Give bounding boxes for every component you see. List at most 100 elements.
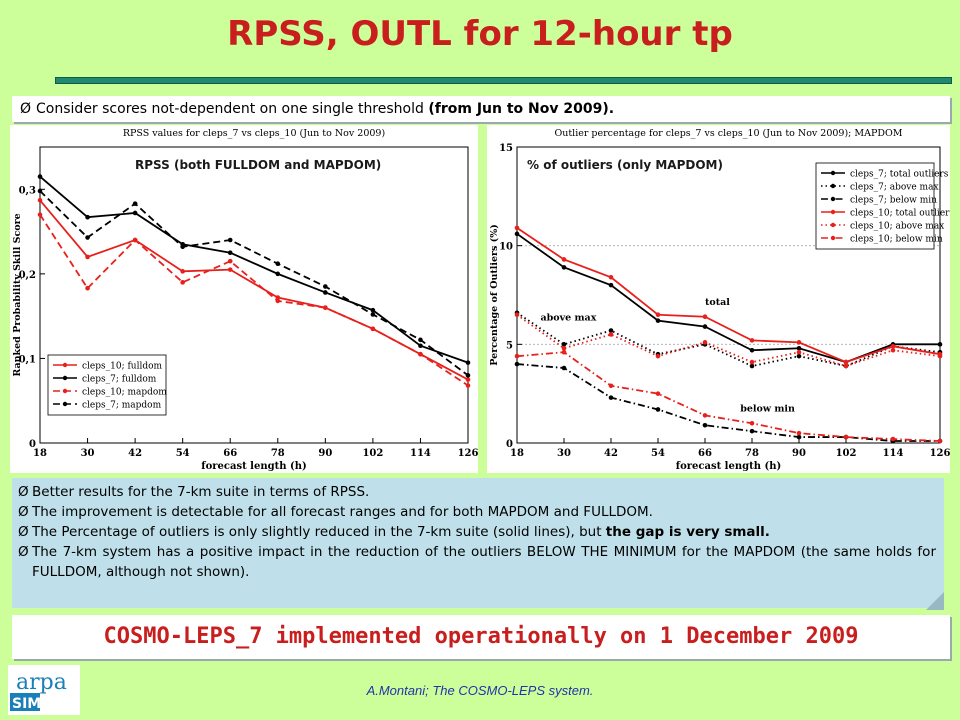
x-tick-label: 30 bbox=[557, 448, 571, 459]
footer-credit: A.Montani; The COSMO-LEPS system. bbox=[366, 683, 594, 698]
legend-marker bbox=[62, 388, 68, 394]
legend-label: cleps_7; below min bbox=[850, 196, 937, 206]
logo-text-top: arpa bbox=[16, 670, 67, 695]
data-point bbox=[749, 347, 755, 353]
annotation-label: below min bbox=[740, 403, 795, 414]
x-axis-label: forecast length (h) bbox=[676, 461, 781, 472]
data-point bbox=[702, 314, 708, 320]
legend-marker bbox=[62, 362, 68, 368]
y-axis-label: Percentage of Outliers (%) bbox=[489, 224, 500, 365]
data-point bbox=[180, 280, 185, 285]
data-point bbox=[608, 332, 614, 337]
outlier-chart-panel: Outlier percentage for cleps_7 vs cleps_… bbox=[487, 125, 950, 473]
x-tick-label: 54 bbox=[176, 448, 190, 459]
x-tick-label: 18 bbox=[33, 448, 47, 459]
data-point bbox=[843, 363, 849, 369]
data-point bbox=[323, 290, 328, 295]
bullet-arrow-icon: Ø bbox=[18, 504, 29, 520]
x-tick-label: 102 bbox=[362, 448, 383, 459]
data-point bbox=[702, 340, 708, 345]
plot-frame bbox=[39, 146, 469, 444]
y-axis-label: Ranked Probability Skill Score bbox=[12, 213, 23, 376]
series-line bbox=[39, 199, 469, 381]
legend-box bbox=[815, 162, 935, 250]
chart-title: RPSS values for cleps_7 vs cleps_10 (Jun… bbox=[123, 128, 385, 139]
data-point bbox=[655, 318, 661, 323]
data-point bbox=[890, 436, 896, 442]
x-tick-label: 54 bbox=[651, 448, 665, 459]
data-point bbox=[561, 365, 567, 371]
x-tick-label: 66 bbox=[698, 448, 712, 459]
legend-label: cleps_7; fulldom bbox=[82, 375, 157, 385]
plot-frame bbox=[516, 146, 941, 444]
data-point bbox=[702, 413, 708, 418]
x-tick-label: 90 bbox=[318, 448, 332, 459]
data-point bbox=[132, 237, 138, 243]
title-underline bbox=[55, 77, 952, 84]
legend-marker bbox=[62, 401, 68, 407]
data-point bbox=[180, 244, 185, 250]
data-point bbox=[796, 353, 802, 359]
x-tick-label: 126 bbox=[458, 448, 478, 459]
data-point bbox=[655, 407, 661, 412]
finding-item: Ø The 7-km system has a positive impact i… bbox=[18, 542, 936, 582]
legend-marker bbox=[830, 235, 836, 241]
data-point bbox=[749, 420, 755, 426]
data-point bbox=[561, 342, 567, 347]
data-point bbox=[227, 258, 233, 264]
series-line bbox=[39, 175, 469, 364]
data-point bbox=[465, 373, 471, 378]
legend-marker bbox=[62, 375, 68, 381]
data-point bbox=[796, 349, 802, 355]
data-point bbox=[843, 359, 849, 365]
findings-box: Ø Better results for the 7-km suite in te… bbox=[12, 478, 944, 608]
data-point bbox=[132, 201, 138, 206]
annotation-label: total bbox=[705, 297, 730, 308]
top-bullet-bold: (from Jun to Nov 2009). bbox=[428, 101, 615, 117]
conclusion-banner: COSMO-LEPS_7 implemented operationally o… bbox=[12, 615, 950, 659]
data-point bbox=[465, 360, 471, 365]
series-line bbox=[516, 363, 940, 442]
data-point bbox=[85, 285, 90, 291]
data-point bbox=[85, 214, 90, 220]
y-tick-label: 0,3 bbox=[19, 185, 36, 196]
overlay-label: % of outliers (only MAPDOM) bbox=[527, 158, 723, 172]
data-point bbox=[275, 298, 281, 304]
finding-text: The improvement is detectable for all fo… bbox=[32, 504, 653, 520]
finding-bold: the gap is very small. bbox=[605, 524, 770, 540]
x-tick-label: 114 bbox=[410, 448, 431, 459]
data-point bbox=[608, 395, 614, 400]
data-point bbox=[608, 282, 614, 288]
series-line bbox=[516, 227, 941, 364]
x-tick-label: 42 bbox=[128, 448, 142, 459]
legend-marker bbox=[830, 209, 836, 215]
y-tick-label: 5 bbox=[506, 340, 513, 351]
data-point bbox=[608, 383, 614, 389]
data-point bbox=[227, 237, 233, 243]
data-point bbox=[843, 434, 849, 440]
legend-label: cleps_7; above max bbox=[850, 183, 939, 193]
folded-corner bbox=[926, 592, 944, 610]
rpss-chart: RPSS values for cleps_7 vs cleps_10 (Jun… bbox=[12, 128, 478, 472]
data-point bbox=[37, 188, 43, 194]
x-tick-label: 78 bbox=[271, 448, 285, 459]
data-point bbox=[561, 349, 567, 355]
finding-item: Ø The Percentage of outliers is only slig… bbox=[18, 522, 936, 542]
data-point bbox=[561, 257, 567, 262]
series-line bbox=[516, 351, 941, 442]
legend-marker bbox=[830, 222, 836, 228]
data-point bbox=[275, 271, 281, 277]
series-line bbox=[516, 233, 940, 364]
data-point bbox=[655, 391, 661, 396]
legend-label: cleps_10; total outliers bbox=[850, 209, 950, 219]
data-point bbox=[370, 307, 376, 313]
data-point bbox=[465, 383, 471, 388]
data-point bbox=[796, 340, 802, 345]
data-point bbox=[132, 210, 138, 216]
data-point bbox=[275, 295, 281, 300]
legend-label: cleps_10; mapdom bbox=[82, 388, 167, 398]
data-point bbox=[227, 267, 233, 272]
data-point bbox=[608, 328, 614, 333]
x-tick-label: 30 bbox=[81, 448, 95, 459]
data-point bbox=[514, 361, 520, 367]
